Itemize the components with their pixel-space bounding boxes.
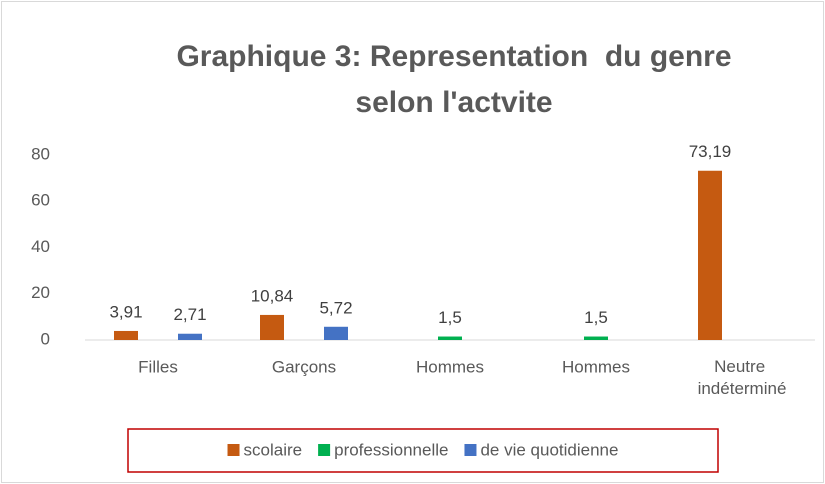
legend-swatch — [464, 444, 477, 456]
y-tick-label: 0 — [41, 329, 50, 348]
data-label: 2,71 — [173, 305, 206, 324]
x-tick-label: Neutre indéterminé — [698, 357, 787, 398]
data-label: 5,72 — [319, 298, 352, 317]
legend-box — [127, 428, 719, 473]
legend-swatch — [227, 444, 240, 456]
bar — [178, 333, 202, 340]
y-tick-label: 80 — [31, 144, 50, 163]
data-label: 3,91 — [109, 302, 142, 321]
bar — [438, 336, 462, 340]
x-tick-label: Filles — [138, 357, 178, 376]
chart-title: Graphique 3: Representation du genre — [176, 40, 731, 73]
data-label: 1,5 — [584, 308, 608, 327]
x-tick-label: Hommes — [562, 357, 630, 376]
data-label: 1,5 — [438, 308, 462, 327]
legend-label: de vie quotidienne — [480, 440, 618, 459]
data-label: 73,19 — [689, 142, 732, 161]
x-tick-label: Garçons — [272, 357, 336, 376]
legend-label: professionnelle — [334, 440, 448, 459]
x-tick-label: Hommes — [416, 357, 484, 376]
bar — [698, 170, 722, 340]
y-tick-label: 40 — [31, 237, 50, 256]
y-tick-label: 20 — [31, 283, 50, 302]
bar — [324, 326, 348, 340]
legend-label: scolaire — [244, 440, 303, 459]
bar — [260, 314, 284, 340]
data-label: 10,84 — [251, 286, 294, 305]
y-tick-label: 60 — [31, 191, 50, 210]
bar — [114, 330, 138, 340]
legend-swatch — [318, 444, 331, 456]
legend: scolaire professionnelle de vie quotidienn… — [227, 440, 618, 459]
bar — [584, 336, 608, 340]
chart-title: selon l'actvite — [355, 86, 552, 119]
